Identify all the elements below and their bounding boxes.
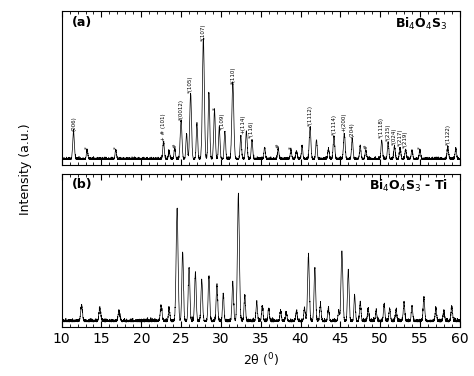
- Text: *: *: [113, 146, 118, 149]
- Text: *(107): *(107): [201, 24, 206, 41]
- Text: *: *: [418, 146, 422, 149]
- Text: *: *: [84, 146, 90, 149]
- Text: *(0012): *(0012): [179, 99, 183, 120]
- Text: *: *: [212, 108, 217, 111]
- Text: *(217): *(217): [398, 129, 402, 146]
- Text: *(024): *(024): [392, 127, 397, 144]
- Text: *(116): *(116): [249, 121, 254, 138]
- X-axis label: 2θ ($^0$): 2θ ($^0$): [243, 352, 279, 369]
- Text: *(1118): *(1118): [379, 117, 384, 138]
- Text: Bi$_4$O$_4$S$_3$ - Ti: Bi$_4$O$_4$S$_3$ - Ti: [369, 178, 448, 194]
- Text: *(1122): *(1122): [446, 124, 450, 144]
- Text: *(1112): *(1112): [308, 105, 312, 126]
- Text: #: #: [172, 144, 177, 148]
- Text: *(110): *(110): [230, 66, 235, 84]
- Text: *(219): *(219): [403, 131, 408, 148]
- Text: +(200): +(200): [342, 113, 347, 132]
- Text: Intensity (a.u.): Intensity (a.u.): [19, 123, 32, 215]
- Text: + # (101): + # (101): [161, 114, 166, 141]
- Text: (b): (b): [72, 178, 92, 191]
- Text: (006): (006): [71, 117, 76, 131]
- Text: (a): (a): [72, 16, 92, 29]
- Text: *(1114): *(1114): [331, 114, 337, 135]
- Text: #: #: [276, 144, 281, 148]
- Text: *(105): *(105): [188, 76, 193, 93]
- Text: *: *: [289, 147, 293, 149]
- Text: Bi$_4$O$_4$S$_3$: Bi$_4$O$_4$S$_3$: [395, 16, 448, 32]
- Text: #: #: [363, 144, 368, 149]
- Text: *(215): *(215): [386, 123, 391, 141]
- Text: *(109): *(109): [220, 112, 225, 130]
- Text: +(114): +(114): [241, 114, 246, 133]
- Text: (204): (204): [350, 123, 355, 137]
